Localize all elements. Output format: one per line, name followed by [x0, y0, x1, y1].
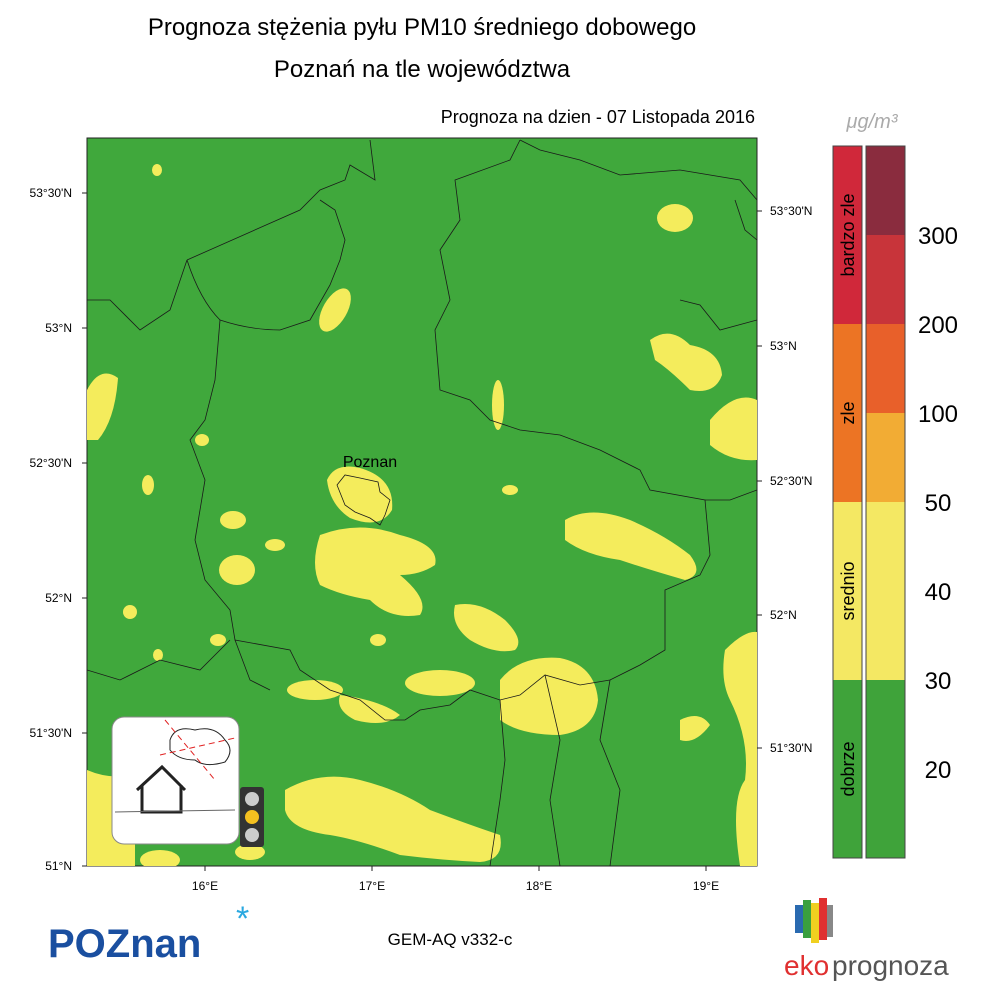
city-label: Poznan	[343, 454, 397, 471]
lat-label: 51°30'N	[770, 741, 812, 755]
eko-logo: eko prognoza	[784, 898, 949, 981]
lat-label: 53°30'N	[770, 204, 812, 218]
model-label: GEM-AQ v332-c	[388, 930, 513, 949]
lon-label: 19°E	[693, 879, 719, 893]
lon-label: 16°E	[192, 879, 218, 893]
title: Prognoza stężenia pyłu PM10 średniego do…	[148, 14, 696, 41]
icon	[111, 716, 264, 847]
legend-level: 200	[918, 312, 958, 339]
poznan-logo: POZnan	[48, 922, 201, 966]
legend-category: bardzo zle	[838, 193, 858, 276]
legend-level: 30	[925, 668, 952, 695]
lat-label: 53°30'N	[30, 186, 72, 200]
legend-level: 300	[918, 223, 958, 250]
lon-label: 18°E	[526, 879, 552, 893]
legend-level: 20	[925, 757, 952, 784]
legend: μg/m³ bardzo zle zle srednio dobrze 300 200 10…	[832, 111, 958, 859]
legend-category: srednio	[838, 561, 858, 620]
lat-label: 53°N	[45, 321, 72, 335]
legend-level: 40	[925, 579, 952, 606]
legend-level: 50	[925, 490, 952, 517]
lon-label: 17°E	[359, 879, 385, 893]
lat-label: 52°N	[770, 608, 797, 622]
lat-label: 51°30'N	[30, 726, 72, 740]
lat-label: 52°N	[45, 591, 72, 605]
map-ticks: 53°30'N 53°N 52°30'N 52°N 51°30'N 51°N 53°30'N…	[30, 186, 813, 893]
eko-text: eko	[784, 950, 829, 981]
poznan-star: *	[236, 900, 249, 938]
lat-label: 53°N	[770, 339, 797, 353]
legend-category: zle	[838, 401, 858, 424]
lat-label: 52°30'N	[30, 456, 72, 470]
prognoza-text: prognoza	[832, 950, 949, 981]
legend-unit: μg/m³	[846, 111, 899, 133]
lat-label: 52°30'N	[770, 474, 812, 488]
legend-category: dobrze	[838, 741, 858, 796]
lat-label: 51°N	[45, 859, 72, 873]
forecast-date: Prognoza na dzien - 07 Listopada 2016	[441, 107, 755, 127]
subtitle: Poznań na tle województwa	[274, 56, 571, 83]
legend-level: 100	[918, 401, 958, 428]
